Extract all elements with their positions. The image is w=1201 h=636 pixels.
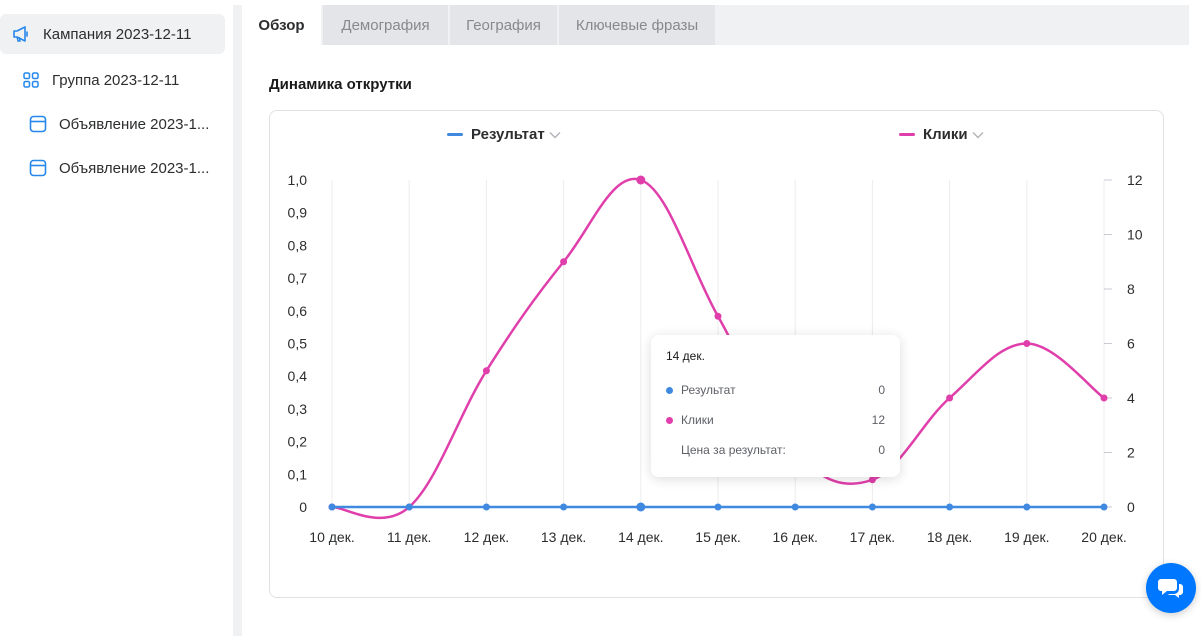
legend-result-label: Результат (471, 126, 545, 143)
tooltip-value: 0 (878, 383, 885, 397)
tooltip-row-price: Цена за результат: 0 (666, 443, 885, 457)
sidebar-item-ad-2[interactable]: Объявление 2023-1... (28, 148, 209, 188)
legend-result[interactable]: Результат (447, 126, 561, 143)
grid-icon (21, 70, 41, 90)
card-title: Динамика открутки (269, 76, 412, 93)
panel-divider (233, 5, 242, 636)
main-panel: Обзор Демография География Ключевые фраз… (242, 5, 1189, 636)
legend-clicks[interactable]: Клики (899, 126, 984, 143)
top-border (0, 0, 1201, 5)
sidebar-item-label: Кампания 2023-12-11 (43, 25, 192, 43)
sidebar-item-group[interactable]: Группа 2023-12-11 (21, 60, 179, 100)
tooltip-title: 14 дек. (666, 349, 705, 363)
tab-key-phrases[interactable]: Ключевые фразы (559, 5, 715, 45)
chevron-down-icon (549, 128, 561, 142)
legend-line-clicks (899, 133, 915, 136)
tooltip-dot-clicks (666, 416, 673, 424)
tab-demography[interactable]: Демография (323, 5, 448, 45)
tooltip-label: Цена за результат: (681, 443, 786, 457)
right-gutter (1189, 5, 1201, 636)
chart-tooltip: 14 дек. Результат 0 Клики 12 Цена за рез… (651, 335, 900, 477)
chat-button[interactable] (1146, 563, 1196, 613)
sidebar-item-campaign[interactable]: Кампания 2023-12-11 (0, 14, 225, 54)
chevron-down-icon (972, 128, 984, 142)
ad-icon (28, 114, 48, 134)
sidebar-item-label: Группа 2023-12-11 (52, 71, 180, 89)
tooltip-row-clicks: Клики 12 (666, 413, 885, 427)
tooltip-value: 12 (871, 413, 885, 427)
tab-overview[interactable]: Обзор (242, 5, 321, 45)
sidebar-item-label: Объявление 2023-1... (59, 159, 210, 177)
tabs-bar: Обзор Демография География Ключевые фраз… (242, 5, 717, 45)
sidebar-item-ad-1[interactable]: Объявление 2023-1... (28, 104, 209, 144)
ad-icon (28, 158, 48, 178)
tooltip-row-result: Результат 0 (666, 383, 885, 397)
legend-clicks-label: Клики (923, 126, 968, 143)
chat-icon (1158, 579, 1183, 598)
tooltip-label: Результат (681, 383, 736, 397)
legend-line-result (447, 133, 463, 136)
tab-geography[interactable]: География (450, 5, 557, 45)
sidebar: Кампания 2023-12-11 Группа 2023-12-11 Об… (0, 5, 233, 636)
sidebar-item-label: Объявление 2023-1... (59, 115, 210, 133)
tooltip-dot-result (666, 386, 673, 394)
tooltip-value: 0 (878, 443, 885, 457)
megaphone-icon (12, 24, 32, 44)
tooltip-label: Клики (681, 413, 714, 427)
